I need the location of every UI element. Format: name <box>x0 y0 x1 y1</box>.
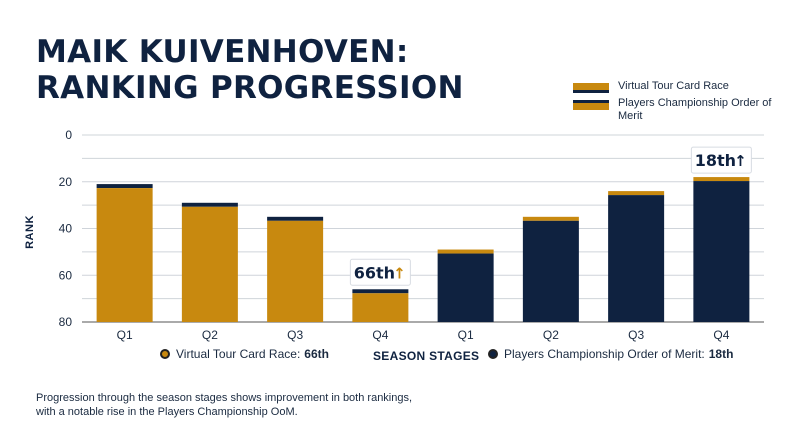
y-tick-label: 0 <box>65 128 72 142</box>
x-tick-label: Q3 <box>287 328 303 342</box>
bar-cap <box>522 216 579 221</box>
summary-left-label: Virtual Tour Card Race: <box>176 347 301 361</box>
bar-cap <box>608 191 665 196</box>
y-tick-label: 40 <box>59 222 73 236</box>
bar <box>96 188 153 322</box>
bar-cap <box>267 216 324 221</box>
bar <box>693 181 750 322</box>
bar <box>437 253 494 322</box>
legend-swatch-virtual-tour-card-race <box>573 83 609 93</box>
bar <box>522 220 579 322</box>
summary-players-championship: Players Championship Order of Merit: 18t… <box>488 347 733 361</box>
navy-dot-icon <box>488 349 498 359</box>
bar-cap <box>96 184 153 189</box>
summary-left-value: 66th <box>304 347 329 361</box>
bar <box>181 206 238 322</box>
bar-cap <box>693 177 750 182</box>
y-tick-label: 60 <box>59 268 73 282</box>
annotation-label: 18th <box>695 151 736 170</box>
x-tick-label: Q1 <box>117 328 133 342</box>
legend-swatch-players-championship <box>573 100 609 110</box>
annotation-box <box>690 146 752 174</box>
arrow-up-icon: ↑ <box>393 264 406 282</box>
summary-right-label: Players Championship Order of Merit: <box>504 347 705 361</box>
x-axis-label: SEASON STAGES <box>373 349 480 363</box>
bar-cap <box>352 289 409 294</box>
x-tick-label: Q3 <box>628 328 644 342</box>
summary-right-value: 18th <box>708 347 734 361</box>
x-tick-label: Q2 <box>202 328 218 342</box>
gold-dot-icon <box>160 349 170 359</box>
bar <box>608 195 665 322</box>
bar-cap <box>437 249 494 254</box>
footnote: Progression through the season stages sh… <box>36 392 413 418</box>
bar-cap <box>181 202 238 207</box>
bar <box>352 293 409 322</box>
legend-label-virtual-tour-card-race: Virtual Tour Card Race <box>618 80 729 92</box>
x-tick-label: Q4 <box>372 328 388 342</box>
annotation-box <box>349 258 411 286</box>
y-tick-label: 20 <box>59 175 73 189</box>
x-tick-label: Q4 <box>713 328 729 342</box>
x-tick-label: Q2 <box>543 328 559 342</box>
chart-title: MAIK KUIVENHOVEN: RANKING PROGRESSION <box>36 34 464 106</box>
bar <box>267 220 324 322</box>
summary-virtual-tour-card-race: Virtual Tour Card Race: 66th <box>160 347 329 361</box>
arrow-up-icon: ↑ <box>734 152 747 170</box>
x-tick-label: Q1 <box>458 328 474 342</box>
y-tick-label: 80 <box>59 315 73 329</box>
legend-label-players-championship: Players Championship Order of Merit <box>618 97 772 122</box>
annotation-label: 66th <box>354 263 395 282</box>
